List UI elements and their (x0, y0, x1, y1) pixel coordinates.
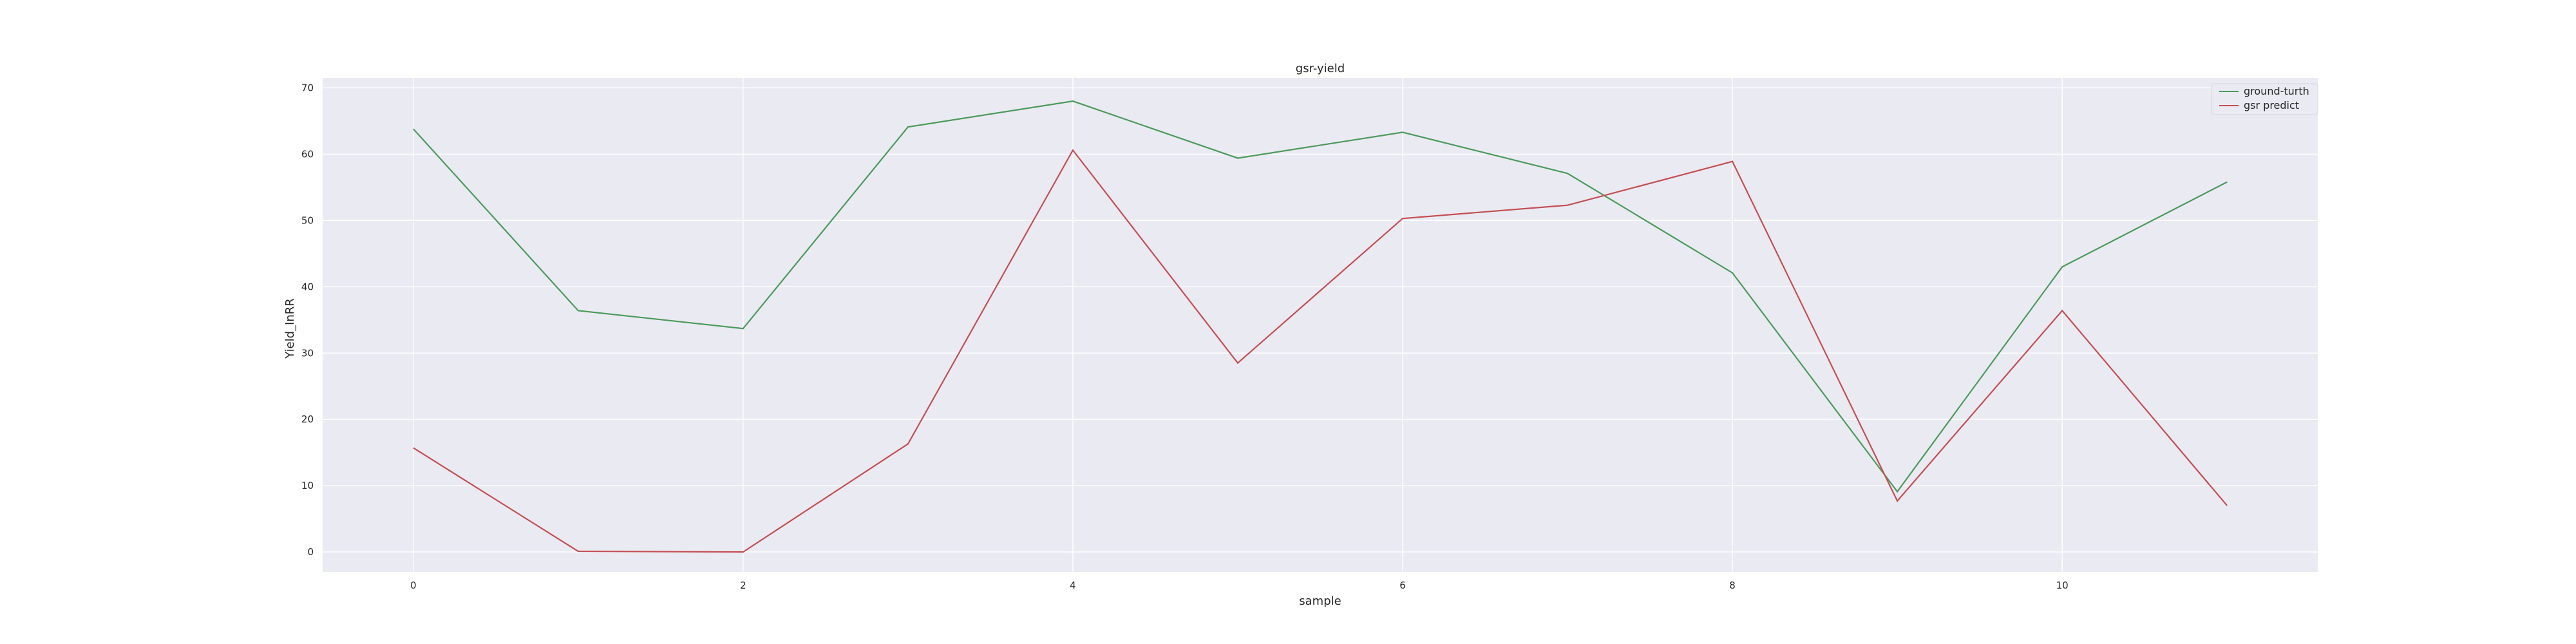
legend-label-gsr-predict: gsr predict (2244, 99, 2299, 111)
x-tick-label: 0 (410, 580, 417, 591)
x-axis-label: sample (1299, 594, 1341, 608)
y-tick-label: 0 (307, 546, 314, 558)
y-tick-label: 20 (301, 413, 314, 425)
series-line-gsr-predict (413, 149, 2228, 553)
y-tick-label: 60 (301, 148, 314, 160)
y-tick-label: 30 (301, 347, 314, 359)
series-line-ground-truth (413, 100, 2228, 493)
x-tick-label: 2 (740, 580, 746, 591)
legend: ground-turth gsr predict (2211, 83, 2318, 115)
y-axis-label: Yield_InRR (283, 298, 297, 359)
y-tick-label: 70 (301, 82, 314, 93)
y-tick-label: 10 (301, 480, 314, 491)
x-tick-label: 10 (2056, 580, 2069, 591)
plot-area (323, 78, 2318, 572)
x-tick-label: 8 (1729, 580, 1736, 591)
chart-title: gsr-yield (1296, 62, 1345, 75)
x-tick-label: 4 (1070, 580, 1076, 591)
series-layer (413, 100, 2228, 553)
x-ticks: 0 2 4 6 8 10 (410, 580, 2069, 591)
y-ticks: 0 10 20 30 40 50 60 70 (301, 82, 314, 558)
grid-layer (323, 78, 2318, 572)
legend-label-ground-truth: ground-turth (2244, 85, 2309, 97)
y-tick-label: 40 (301, 281, 314, 292)
plot-background (323, 78, 2318, 572)
x-tick-label: 6 (1399, 580, 1406, 591)
y-tick-label: 50 (301, 214, 314, 226)
